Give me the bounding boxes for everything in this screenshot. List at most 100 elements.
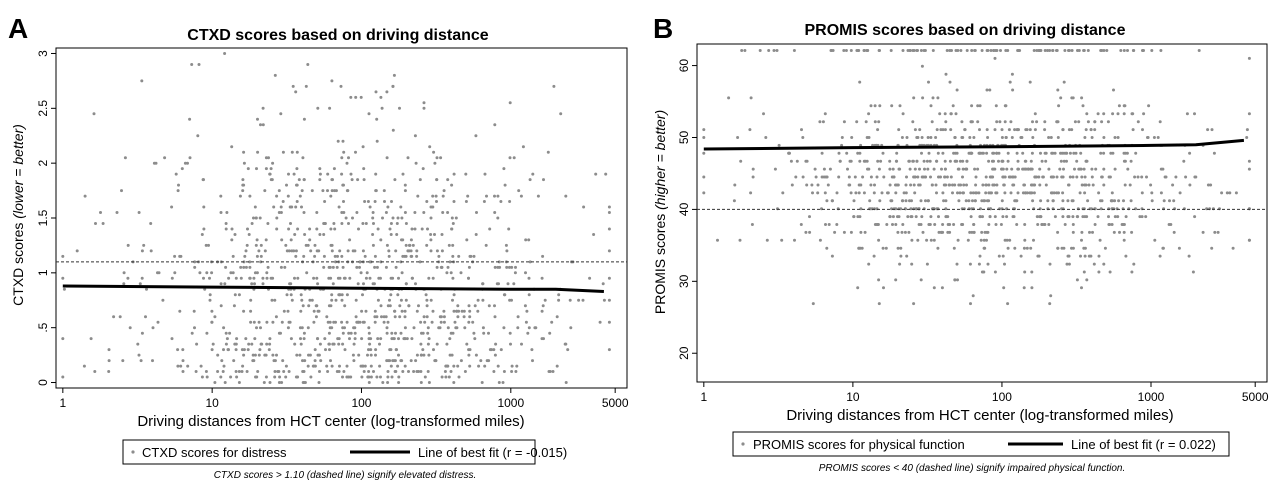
scatter-point xyxy=(273,73,277,77)
scatter-point xyxy=(259,326,262,330)
scatter-point xyxy=(1084,183,1088,187)
scatter-point xyxy=(250,222,254,225)
scatter-point xyxy=(333,227,337,231)
scatter-point xyxy=(419,342,423,346)
scatter-point xyxy=(289,238,293,242)
scatter-point xyxy=(943,159,947,163)
scatter-point xyxy=(814,175,818,179)
scatter-point xyxy=(854,191,858,195)
scatter-point xyxy=(195,342,199,346)
scatter-point xyxy=(961,223,965,226)
scatter-point xyxy=(865,49,869,52)
scatter-point xyxy=(845,151,849,155)
scatter-point xyxy=(140,276,144,280)
scatter-point xyxy=(901,49,905,52)
scatter-point xyxy=(1022,286,1026,290)
scatter-point xyxy=(1090,167,1094,171)
scatter-point xyxy=(987,159,991,163)
scatter-point xyxy=(982,246,986,250)
scatter-point xyxy=(527,238,531,242)
scatter-point xyxy=(219,375,223,379)
scatter-point xyxy=(811,302,815,306)
scatter-point xyxy=(938,112,942,116)
scatter-point xyxy=(1150,199,1154,203)
scatter-point xyxy=(985,128,989,132)
scatter-point xyxy=(910,199,913,203)
scatter-point xyxy=(263,249,267,253)
scatter-point xyxy=(399,260,403,264)
scatter-point xyxy=(945,175,949,179)
scatter-point xyxy=(303,233,307,236)
scatter-point xyxy=(941,223,945,226)
scatter-point xyxy=(972,230,976,234)
scatter-point xyxy=(1066,199,1070,203)
scatter-point xyxy=(873,120,877,124)
scatter-point xyxy=(1085,278,1089,282)
scatter-point xyxy=(825,246,829,250)
scatter-point xyxy=(409,249,413,253)
scatter-point xyxy=(1089,128,1093,132)
scatter-point xyxy=(944,72,948,76)
scatter-point xyxy=(349,172,353,176)
scatter-point xyxy=(366,200,370,203)
scatter-point xyxy=(1122,238,1126,242)
scatter-point xyxy=(225,211,229,214)
scatter-point xyxy=(367,381,371,384)
scatter-point xyxy=(404,298,408,302)
scatter-point xyxy=(382,320,386,324)
y-axis-label: PROMIS scores (higher = better) xyxy=(652,110,668,314)
scatter-point xyxy=(310,298,314,302)
scatter-point xyxy=(949,112,953,116)
scatter-point xyxy=(1071,223,1075,226)
scatter-point xyxy=(555,364,559,368)
scatter-point xyxy=(968,262,972,266)
scatter-point xyxy=(1122,49,1126,52)
scatter-point xyxy=(867,167,871,171)
scatter-point xyxy=(1062,159,1066,163)
x-tick-label: 5000 xyxy=(602,396,629,410)
scatter-point xyxy=(986,136,990,139)
scatter-point xyxy=(602,298,606,302)
scatter-point xyxy=(267,348,271,352)
scatter-point xyxy=(826,183,830,187)
scatter-point xyxy=(353,326,357,330)
scatter-point xyxy=(1153,238,1157,242)
scatter-point xyxy=(877,120,881,124)
scatter-point xyxy=(219,194,223,198)
scatter-point xyxy=(1187,254,1191,258)
scatter-point xyxy=(424,293,428,297)
scatter-point xyxy=(1122,151,1126,155)
scatter-point xyxy=(318,172,322,176)
scatter-point xyxy=(368,205,372,209)
scatter-point xyxy=(881,246,885,250)
scatter-point xyxy=(368,260,372,264)
scatter-point xyxy=(973,167,977,171)
scatter-point xyxy=(301,370,305,373)
scatter-point xyxy=(918,128,922,132)
scatter-point xyxy=(264,375,268,379)
scatter-point xyxy=(540,309,544,313)
scatter-point xyxy=(244,265,248,269)
scatter-point xyxy=(1047,136,1051,139)
scatter-point xyxy=(818,120,822,124)
scatter-point xyxy=(973,199,977,203)
scatter-point xyxy=(381,216,384,220)
scatter-point xyxy=(439,156,443,160)
scatter-point xyxy=(335,265,339,269)
scatter-point xyxy=(385,156,389,160)
scatter-point xyxy=(317,353,321,357)
scatter-point xyxy=(886,191,889,195)
scatter-point xyxy=(149,222,153,225)
scatter-point xyxy=(1084,128,1088,132)
scatter-point xyxy=(263,189,267,193)
scatter-point xyxy=(869,183,873,187)
scatter-point xyxy=(399,331,403,335)
scatter-point xyxy=(289,293,293,297)
scatter-point xyxy=(727,96,731,100)
scatter-point xyxy=(311,364,315,368)
scatter-point xyxy=(951,104,955,108)
scatter-point xyxy=(1006,246,1010,250)
scatter-point xyxy=(322,233,326,236)
scatter-point xyxy=(913,175,917,179)
scatter-point xyxy=(446,326,450,330)
